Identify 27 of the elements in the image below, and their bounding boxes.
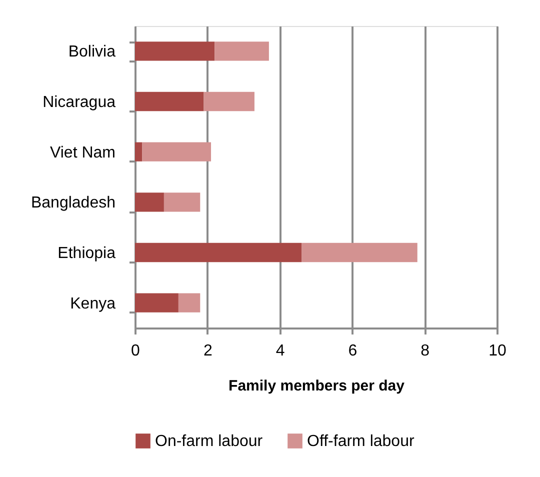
bar: [135, 242, 302, 262]
y-tick-label: Ethiopia: [58, 245, 116, 262]
bar: [135, 192, 164, 212]
bar: [142, 142, 212, 162]
y-tick-label: Nicaragua: [42, 94, 116, 111]
legend-label: On-farm labour: [155, 433, 264, 450]
x-tick-label: 6: [348, 342, 358, 360]
bar: [214, 42, 269, 61]
bar: [135, 92, 204, 112]
bar: [135, 42, 215, 61]
bar: [135, 142, 142, 162]
x-tick-label: 4: [276, 342, 285, 360]
bar: [204, 92, 254, 112]
x-tick-label: 8: [420, 342, 430, 360]
legend-label: Off-farm labour: [307, 433, 415, 450]
x-tick-label: 10: [488, 342, 506, 360]
x-tick-label: 0: [131, 342, 140, 360]
bar: [164, 192, 200, 212]
y-tick-label: Bolivia: [68, 44, 116, 61]
y-tick-label: Kenya: [70, 295, 116, 312]
x-tick-label: 2: [203, 342, 212, 360]
bar: [302, 242, 418, 262]
x-axis-title: Family members per day: [228, 378, 406, 394]
y-tick-label: Bangladesh: [30, 194, 116, 212]
bar: [178, 293, 200, 312]
y-tick-label: Viet Nam: [50, 144, 116, 162]
bar: [135, 293, 178, 312]
